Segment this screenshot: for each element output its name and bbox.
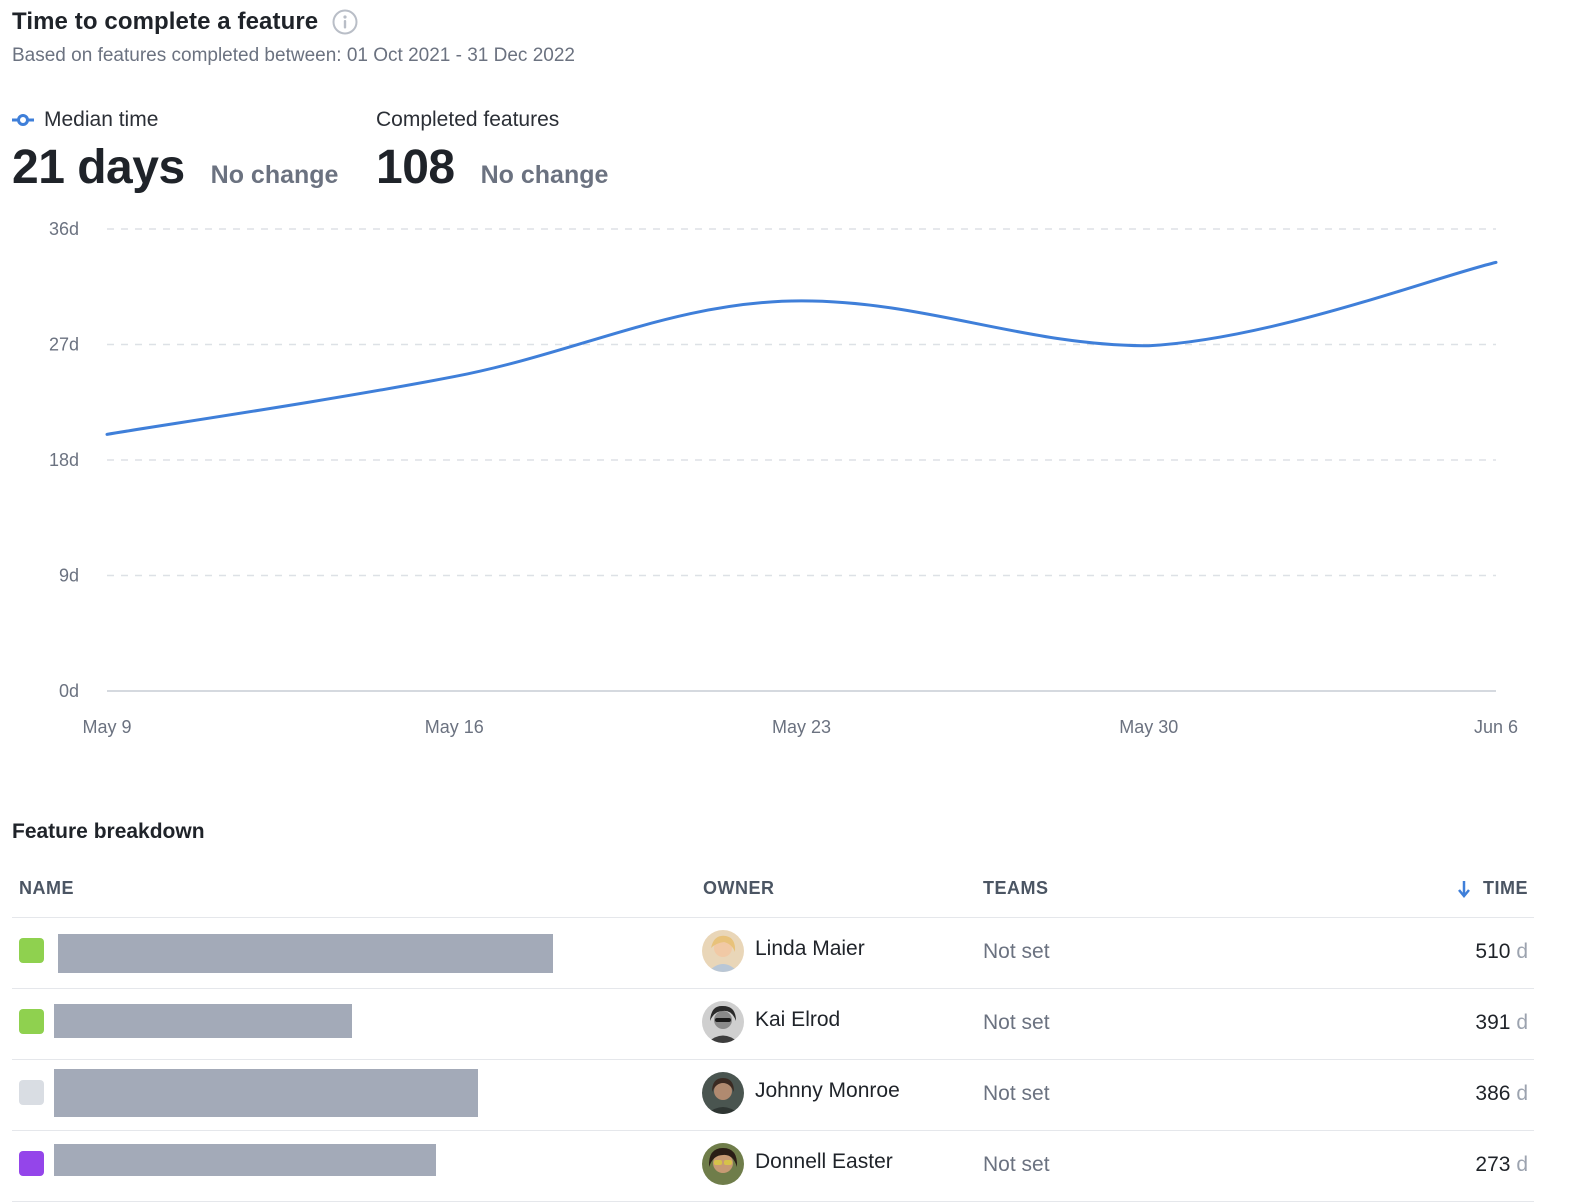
completed-features-change: No change — [480, 161, 609, 189]
title-row: Time to complete a feature — [12, 8, 358, 36]
table-row[interactable]: Donnell Easter Not set 273 d — [12, 1131, 1534, 1202]
page-title: Time to complete a feature — [12, 8, 319, 35]
owner-name: Johnny Monroe — [755, 1079, 900, 1102]
x-axis-ticks: May 9 May 16 May 23 May 30 Jun 6 — [82, 717, 1518, 737]
median-time-value: 21 days — [12, 141, 185, 194]
chart-series — [105, 260, 1498, 436]
owner-name: Donnell Easter — [755, 1150, 893, 1173]
redacted-feature-name[interactable] — [58, 934, 553, 973]
owner-name: Kai Elrod — [755, 1008, 841, 1031]
feature-breakdown-title: Feature breakdown — [12, 820, 205, 843]
y-tick-label: 27d — [49, 335, 79, 355]
median-time-series-line[interactable] — [105, 260, 1498, 436]
teams-value: Not set — [983, 1011, 1050, 1034]
y-axis-ticks: 0d 9d 18d 27d 36d — [49, 219, 79, 701]
y-tick-label: 0d — [59, 681, 79, 701]
status-swatch — [19, 938, 44, 963]
y-tick-label: 36d — [49, 219, 79, 239]
time-value: 386 d — [1475, 1082, 1528, 1105]
column-header-time-label: TIME — [1483, 878, 1528, 898]
time-value: 273 d — [1475, 1153, 1528, 1176]
redacted-feature-name[interactable] — [54, 1069, 478, 1117]
x-tick-label: Jun 6 — [1474, 717, 1518, 737]
avatar — [702, 1001, 744, 1043]
median-time-metric: Median time 21 days No change — [12, 106, 338, 195]
table-row[interactable]: Kai Elrod Not set 391 d — [12, 989, 1534, 1060]
table-row[interactable]: Johnny Monroe Not set 386 d — [12, 1060, 1534, 1131]
teams-value: Not set — [983, 940, 1050, 963]
y-tick-label: 9d — [59, 566, 79, 586]
column-header-name[interactable]: NAME — [19, 878, 74, 898]
redacted-feature-name[interactable] — [54, 1004, 352, 1038]
column-header-teams[interactable]: TEAMS — [983, 878, 1049, 898]
date-range-subtitle: Based on features completed between: 01 … — [12, 45, 575, 66]
median-time-change: No change — [210, 161, 339, 189]
column-header-owner[interactable]: OWNER — [703, 878, 775, 898]
completed-features-value: 108 — [376, 141, 455, 194]
x-tick-label: May 16 — [425, 717, 484, 737]
status-swatch — [19, 1151, 44, 1176]
redacted-feature-name[interactable] — [54, 1144, 436, 1176]
chart-grid — [107, 228, 1496, 692]
x-tick-label: May 23 — [772, 717, 831, 737]
status-swatch — [19, 1080, 44, 1105]
x-tick-label: May 9 — [82, 717, 131, 737]
avatar — [702, 930, 744, 972]
x-tick-label: May 30 — [1119, 717, 1178, 737]
line-marker-icon — [12, 114, 34, 126]
median-time-chart: 0d 9d 18d 27d 36d May 9 May 16 May 23 May 30 Jun… — [49, 219, 1518, 737]
teams-value: Not set — [983, 1082, 1050, 1105]
table-row[interactable]: Linda Maier Not set 510 d — [12, 918, 1534, 989]
time-value: 391 d — [1475, 1011, 1528, 1034]
status-swatch — [19, 1009, 44, 1034]
column-header-time[interactable]: TIME — [1457, 878, 1528, 899]
time-value: 510 d — [1475, 940, 1528, 963]
teams-value: Not set — [983, 1153, 1050, 1176]
info-icon[interactable] — [332, 9, 358, 35]
avatar — [702, 1143, 744, 1185]
completed-features-label: Completed features — [376, 108, 560, 131]
arrow-down-icon — [1458, 880, 1470, 898]
y-tick-label: 18d — [49, 450, 79, 470]
median-time-label: Median time — [44, 108, 159, 131]
completed-features-metric: Completed features 108 No change — [376, 106, 608, 195]
table-header: NAME OWNER TEAMS TIME — [12, 862, 1534, 918]
avatar — [702, 1072, 744, 1114]
feature-breakdown-table: NAME OWNER TEAMS TIME Linda Maier Not se… — [12, 862, 1534, 1202]
owner-name: Linda Maier — [755, 937, 865, 960]
